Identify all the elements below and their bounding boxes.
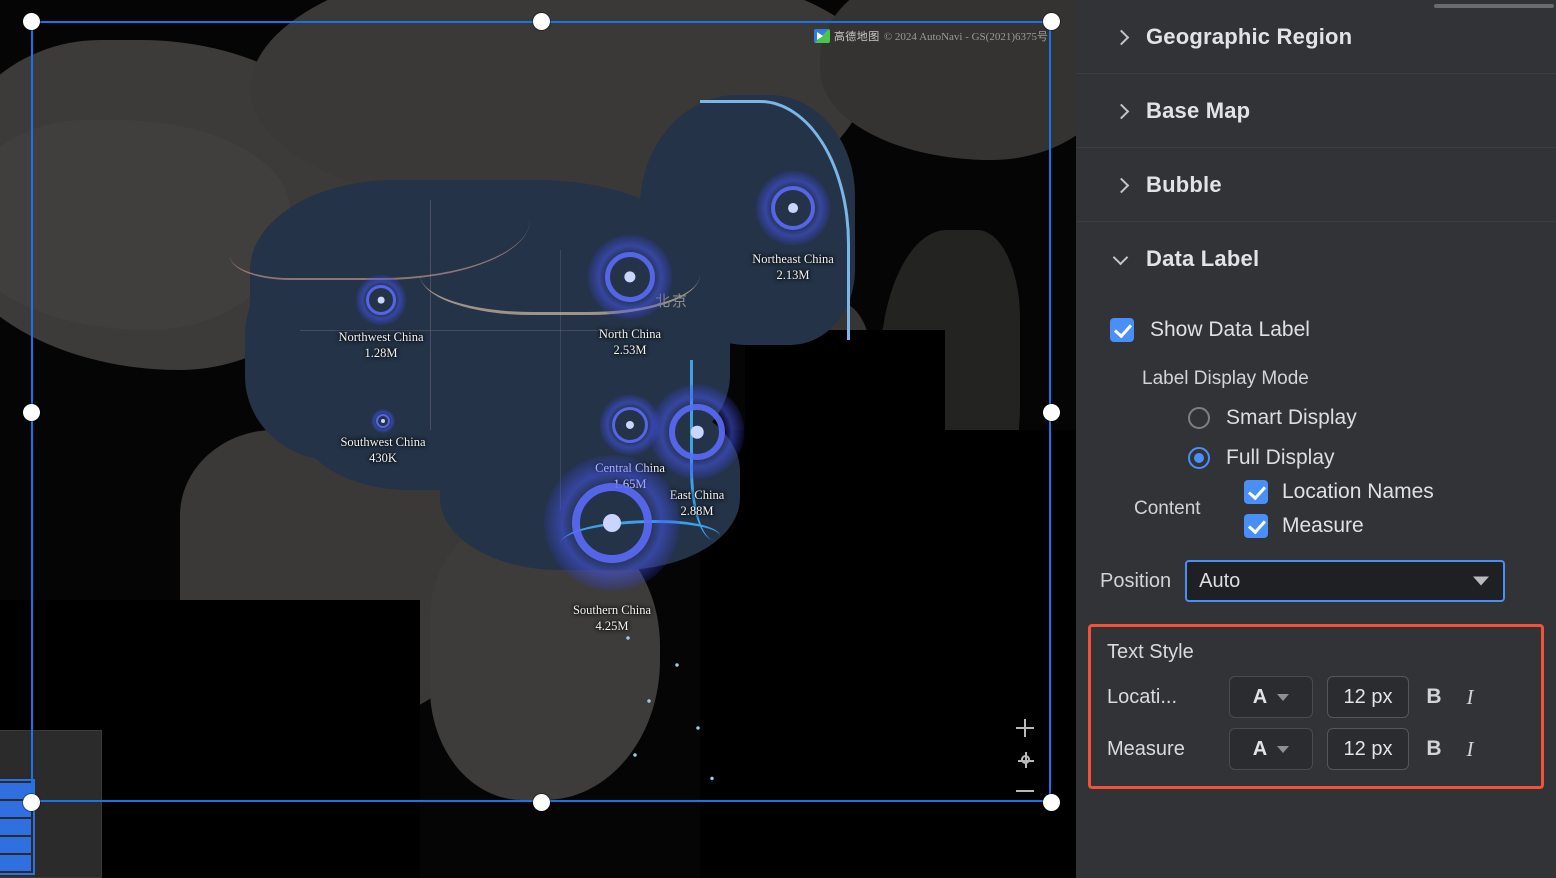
location-font-family-select[interactable]: A <box>1229 676 1313 718</box>
province-border-3 <box>560 250 561 510</box>
location-names-checkbox[interactable] <box>1244 480 1268 504</box>
radio-full-display-input[interactable] <box>1188 447 1210 469</box>
measure-font-family-select[interactable]: A <box>1229 728 1313 770</box>
locate-icon[interactable] <box>1017 752 1034 768</box>
widget-thumbnail-grid <box>0 779 35 875</box>
map-controls[interactable] <box>1016 719 1034 800</box>
measure-font-size-input[interactable]: 12 px <box>1327 728 1409 770</box>
text-style-location-label: Locati... <box>1107 685 1178 708</box>
label-display-mode-title: Label Display Mode <box>1142 368 1309 389</box>
section-title: Base Map <box>1146 97 1251 123</box>
measure-bold-button[interactable]: B <box>1426 737 1442 760</box>
measure-italic-button[interactable]: I <box>1466 736 1474 761</box>
chevron-right-icon <box>1112 28 1130 46</box>
ocean-east-china-sea <box>745 330 945 530</box>
resize-handle-bottom-right[interactable] <box>1043 794 1060 811</box>
position-row: Position Auto <box>1076 560 1556 602</box>
font-family-glyph: A <box>1252 685 1268 708</box>
checkbox-measure-row[interactable]: Measure <box>1244 514 1434 538</box>
radio-smart-display[interactable]: Smart Display <box>1188 406 1556 430</box>
resize-handle-bottom-left[interactable] <box>23 794 40 811</box>
position-select-value: Auto <box>1199 569 1241 592</box>
chevron-down-icon <box>1277 693 1290 701</box>
radio-smart-display-label: Smart Display <box>1226 406 1357 429</box>
section-base-map[interactable]: Base Map <box>1076 74 1556 148</box>
location-italic-button[interactable]: I <box>1466 684 1474 709</box>
checkbox-location-names-row[interactable]: Location Names <box>1244 480 1434 504</box>
radio-full-display[interactable]: Full Display <box>1188 446 1556 470</box>
province-border-1 <box>430 200 431 430</box>
text-style-title: Text Style <box>1107 641 1194 663</box>
resize-handle-middle-left[interactable] <box>23 404 40 421</box>
section-title: Geographic Region <box>1146 23 1353 49</box>
china-region-tibet <box>300 360 520 490</box>
show-data-label-row[interactable]: Show Data Label <box>1076 296 1556 342</box>
island-dots <box>600 620 740 800</box>
radio-full-display-label: Full Display <box>1226 446 1335 469</box>
chevron-down-icon <box>1277 745 1290 753</box>
text-style-row-location: Locati... A 12 px B I <box>1107 676 1525 718</box>
resize-handle-top-left[interactable] <box>23 13 40 30</box>
zoom-out-icon[interactable] <box>1016 782 1034 800</box>
coastline-accent-east <box>690 360 750 540</box>
amap-copyright: © 2024 AutoNavi - GS(2021)6375号 <box>883 31 1048 43</box>
chevron-right-icon <box>1112 176 1130 194</box>
data-label-body: Show Data Label Label Display Mode Smart… <box>1076 296 1556 789</box>
location-font-size-input[interactable]: 12 px <box>1327 676 1409 718</box>
resize-handle-bottom-center[interactable] <box>533 794 550 811</box>
resize-handle-top-right[interactable] <box>1043 13 1060 30</box>
national-border-mongolia <box>420 215 700 315</box>
text-style-measure-label: Measure <box>1107 737 1185 760</box>
location-bold-button[interactable]: B <box>1426 685 1442 708</box>
content-block: Content Location Names Measure <box>1076 480 1556 538</box>
section-data-label[interactable]: Data Label <box>1076 222 1556 296</box>
resize-handle-middle-right[interactable] <box>1043 404 1060 421</box>
position-label: Position <box>1100 569 1172 592</box>
coastline-accent-ne <box>700 100 850 340</box>
city-label-beijing: 北京 <box>655 292 690 310</box>
font-family-glyph: A <box>1252 737 1268 760</box>
show-data-label-checkbox[interactable] <box>1110 318 1134 342</box>
map-canvas-area[interactable]: 北京 Northeast China 2.13M North China 2.53M N… <box>0 0 1076 878</box>
thumb-cell <box>0 837 31 853</box>
text-style-row-measure: Measure A 12 px B I <box>1107 728 1525 770</box>
map-tiles[interactable]: 北京 Northeast China 2.13M North China 2.53M N… <box>0 0 1076 878</box>
landmass-siberia-east <box>820 0 1076 160</box>
content-checkbox-group: Location Names Measure <box>1244 480 1434 538</box>
position-select[interactable]: Auto <box>1185 560 1506 602</box>
thumb-cell <box>0 819 31 835</box>
zoom-in-icon[interactable] <box>1016 719 1034 737</box>
thumb-cell <box>0 855 31 871</box>
content-label: Content <box>1134 498 1201 519</box>
chevron-down-icon <box>1112 250 1130 268</box>
measure-label: Measure <box>1282 514 1364 537</box>
section-geographic-region[interactable]: Geographic Region <box>1076 0 1556 74</box>
text-style-group: Text Style Locati... A 12 px B I Measure… <box>1088 624 1544 789</box>
panel-scrollbar[interactable] <box>1434 4 1554 8</box>
chevron-down-icon <box>1473 576 1490 586</box>
thumb-cell <box>0 783 31 799</box>
settings-panel[interactable]: Geographic Region Base Map Bubble Data L… <box>1076 0 1556 878</box>
resize-handle-top-center[interactable] <box>533 13 550 30</box>
radio-smart-display-input[interactable] <box>1188 407 1210 429</box>
location-names-label: Location Names <box>1282 480 1434 503</box>
chevron-right-icon <box>1112 102 1130 120</box>
amap-logo-icon <box>813 29 830 43</box>
section-bubble[interactable]: Bubble <box>1076 148 1556 222</box>
amap-provider-name: 高德地图 <box>833 31 880 43</box>
province-border-2 <box>300 330 630 331</box>
measure-checkbox[interactable] <box>1244 514 1268 538</box>
section-title: Bubble <box>1146 171 1222 197</box>
section-title: Data Label <box>1146 246 1260 271</box>
show-data-label-text: Show Data Label <box>1150 318 1310 341</box>
widget-thumbnail-panel[interactable] <box>0 730 102 878</box>
map-attribution: 高德地图 © 2024 AutoNavi - GS(2021)6375号 <box>813 28 1048 44</box>
